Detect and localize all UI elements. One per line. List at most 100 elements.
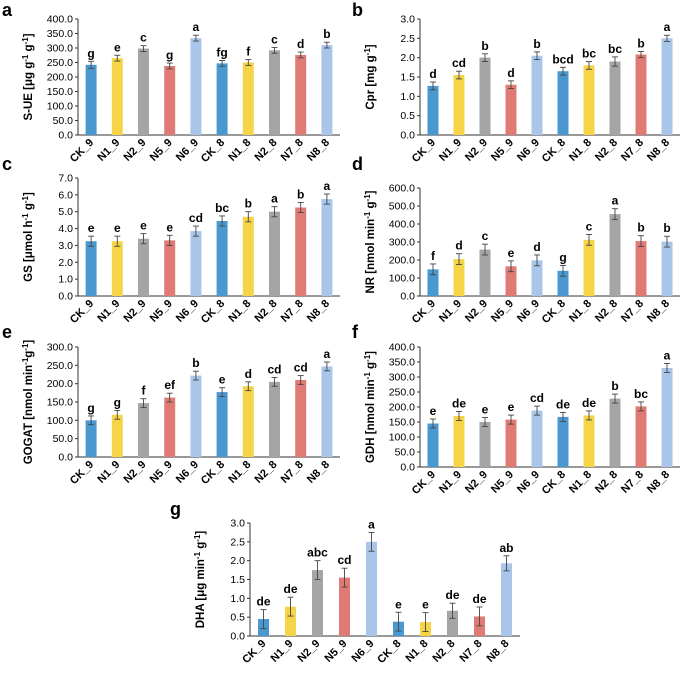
bar-CK_8 xyxy=(557,71,569,135)
significance-letter: c xyxy=(271,32,278,46)
significance-letter: cd xyxy=(189,211,203,225)
significance-letter: cd xyxy=(267,362,281,376)
significance-letter: b xyxy=(533,37,540,51)
y-tick-label: 1.0 xyxy=(230,593,245,605)
bar-N6_9 xyxy=(366,541,377,636)
significance-letter: b xyxy=(663,221,670,235)
y-tick-label: 50.0 xyxy=(53,115,74,127)
x-tick-label: N2_9 xyxy=(463,469,490,496)
significance-letter: b xyxy=(611,379,618,393)
significance-letter: e xyxy=(88,221,95,235)
x-tick-label: N8_8 xyxy=(305,137,332,164)
chart-panel-f: f 0.0 50.0 100.0 150.0 200.0 250.0 300.0 350.0 40… xyxy=(352,322,680,497)
significance-letter: de xyxy=(556,397,570,411)
chart-panel-d: d 0.0 100.0 200.0 300.0 400.0 500.0 600.0 NR [nm… xyxy=(352,154,680,326)
y-tick-label: 300.0 xyxy=(47,43,73,55)
bar-N2_9 xyxy=(479,422,491,467)
bar-N8_8 xyxy=(321,199,333,296)
x-tick-label: N2_8 xyxy=(593,469,620,496)
significance-letter: d xyxy=(507,66,514,80)
y-tick-label: 6.0 xyxy=(58,189,73,201)
y-tick-label: 7.0 xyxy=(58,173,73,185)
bar-N1_9 xyxy=(111,414,123,457)
y-axis-label: NR [nmol min-1 g-1] xyxy=(363,190,378,293)
y-tick-label: 0.0 xyxy=(400,462,415,474)
significance-letter: b xyxy=(481,39,488,53)
significance-letter: g xyxy=(166,48,173,62)
bar-N5_9 xyxy=(164,65,176,135)
bar-N2_9 xyxy=(479,57,491,135)
bar-N7_8 xyxy=(295,54,307,135)
significance-letter: bc xyxy=(215,201,229,215)
x-tick-label: N8_8 xyxy=(645,137,672,164)
x-tick-label: N1_8 xyxy=(226,137,253,164)
significance-letter: cd xyxy=(294,361,308,375)
y-tick-label: 350.0 xyxy=(47,28,73,40)
bar-N1_9 xyxy=(453,259,465,296)
significance-letter: e xyxy=(166,220,173,234)
bar-N5_9 xyxy=(164,397,176,457)
bar-CK_8 xyxy=(216,220,228,296)
bar-N2_8 xyxy=(447,610,458,636)
significance-letter: ab xyxy=(499,541,513,555)
x-tick-label: N1_9 xyxy=(95,298,122,325)
bar-N7_8 xyxy=(635,54,647,135)
x-tick-label: N8_8 xyxy=(305,459,332,486)
bar-N5_9 xyxy=(164,240,176,296)
x-tick-label: N6_9 xyxy=(174,137,201,164)
x-tick-label: N1_8 xyxy=(226,298,253,325)
bar-N7_8 xyxy=(635,406,647,467)
bar-CK_8 xyxy=(216,63,228,136)
bar-N6_9 xyxy=(531,55,543,135)
y-tick-label: 400.0 xyxy=(47,14,73,26)
x-tick-label: N1_9 xyxy=(95,137,122,164)
significance-letter: e xyxy=(508,400,515,414)
x-tick-label: N2_9 xyxy=(463,137,490,164)
y-tick-label: 200.0 xyxy=(389,402,415,414)
significance-letter: g xyxy=(87,46,94,60)
x-tick-label: N7_8 xyxy=(619,137,646,164)
bar-N5_9 xyxy=(505,266,517,296)
x-tick-label: N1_9 xyxy=(269,638,296,665)
bar-N2_9 xyxy=(479,249,491,296)
y-tick-label: 3.0 xyxy=(230,518,245,530)
x-tick-label: N2_8 xyxy=(593,137,620,164)
y-tick-label: 50.0 xyxy=(395,447,416,459)
significance-letter: cd xyxy=(452,56,466,70)
x-tick-label: N2_9 xyxy=(296,638,323,665)
panel-letter-a: a xyxy=(2,0,13,20)
y-tick-label: 0.0 xyxy=(58,130,73,142)
x-tick-label: N7_8 xyxy=(279,137,306,164)
y-tick-label: 1.0 xyxy=(400,91,415,103)
y-tick-label: 250.0 xyxy=(47,57,73,69)
y-axis-label: GOGAT [nmol min-1g-1] xyxy=(21,340,36,465)
bar-N1_8 xyxy=(242,386,254,457)
significance-letter: a xyxy=(193,20,200,34)
x-tick-label: N7_8 xyxy=(619,298,646,325)
y-tick-label: 1.0 xyxy=(58,274,73,286)
x-tick-label: N7_8 xyxy=(279,298,306,325)
significance-letter: e xyxy=(430,404,437,418)
y-tick-label: 100.0 xyxy=(389,432,415,444)
bar-N8_8 xyxy=(661,368,673,467)
bar-CK_9 xyxy=(427,85,439,135)
bar-CK_8 xyxy=(216,392,228,457)
x-tick-label: N2_9 xyxy=(463,298,490,325)
bar-N2_8 xyxy=(269,50,280,135)
y-tick-label: 400.0 xyxy=(389,219,415,231)
x-tick-label: N1_9 xyxy=(437,137,464,164)
significance-letter: b xyxy=(245,197,252,211)
bar-N1_9 xyxy=(453,416,465,467)
significance-letter: c xyxy=(140,31,147,45)
bar-N6_9 xyxy=(190,231,202,296)
significance-letter: g xyxy=(87,401,94,415)
significance-letter: e xyxy=(140,219,147,233)
x-tick-label: N6_9 xyxy=(515,298,542,325)
bar-N5_9 xyxy=(339,577,350,636)
y-tick-label: 0.0 xyxy=(400,130,415,142)
bar-N2_8 xyxy=(609,214,621,296)
x-tick-label: N2_8 xyxy=(253,459,280,486)
significance-letter: a xyxy=(324,347,331,361)
bar-CK_8 xyxy=(557,416,569,467)
significance-letter: bcd xyxy=(552,52,573,66)
